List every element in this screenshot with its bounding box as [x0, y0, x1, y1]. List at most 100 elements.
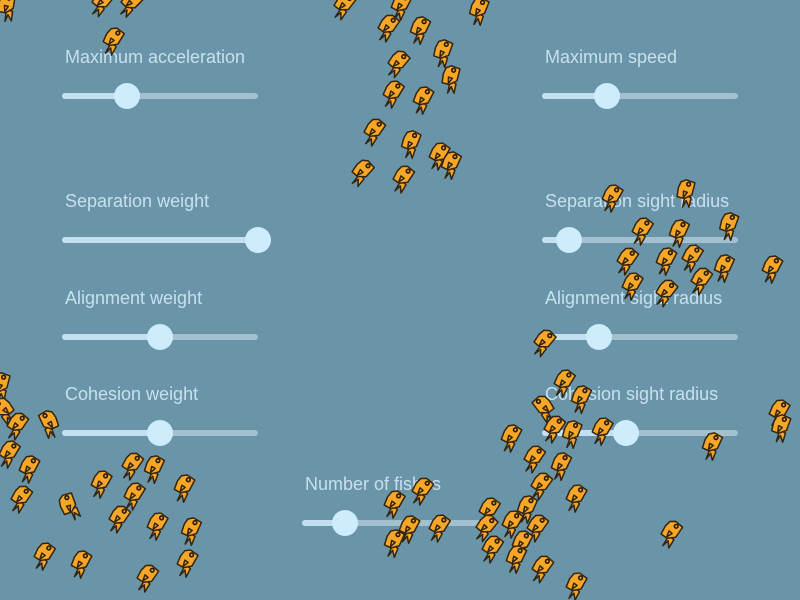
cohesion-weight-slider[interactable] [62, 420, 258, 446]
slider-track[interactable] [542, 430, 738, 436]
slider-fill [62, 93, 127, 99]
fish-sprite [494, 504, 532, 542]
slider-thumb[interactable] [113, 83, 140, 109]
separation-weight-slider[interactable] [62, 227, 271, 253]
fish-sprite [0, 393, 20, 428]
maximum-speed-slider[interactable] [542, 83, 738, 109]
maximum-acceleration-slider[interactable] [62, 83, 258, 109]
fish-sprite [705, 247, 745, 287]
fish-sprite [492, 417, 531, 456]
slider-thumb[interactable] [332, 510, 359, 536]
fish-sprite [130, 559, 167, 596]
slider-fill [542, 334, 599, 340]
fish-sprite [135, 448, 175, 488]
fish-sprite [102, 500, 139, 537]
fish-sprite [375, 74, 413, 112]
fish-sprite [558, 566, 596, 600]
fish-sprite [86, 0, 121, 19]
fish-sprite [424, 32, 465, 73]
fish-sprite [762, 407, 800, 448]
fish-sprite [761, 393, 799, 431]
slider-fill [62, 237, 258, 243]
fish-sprite [51, 486, 89, 524]
control-separation-sight-radius: Separation sight radius [542, 190, 738, 253]
slider-track[interactable] [62, 93, 258, 99]
fish-sprite [421, 136, 459, 174]
fish-sprite [404, 79, 443, 118]
slider-fill [302, 520, 346, 526]
fish-sprite [83, 464, 121, 502]
cohesion-weight-label: Cohesion weight [65, 384, 199, 404]
slider-thumb[interactable] [593, 83, 620, 109]
fish-sprite [0, 434, 29, 472]
control-maximum-acceleration: Maximum acceleration [62, 46, 258, 109]
separation-sight-radius-slider[interactable] [542, 227, 738, 253]
maximum-acceleration-label: Maximum acceleration [65, 47, 246, 67]
control-separation-weight: Separation weight [62, 190, 271, 253]
control-alignment-weight: Alignment weight [62, 287, 258, 350]
slider-track[interactable] [542, 334, 738, 340]
alignment-sight-radius-label: Alignment sight radius [545, 288, 723, 308]
slider-thumb[interactable] [585, 324, 612, 350]
fish-sprite [26, 536, 64, 574]
fish-sprite [401, 9, 441, 49]
cohesion-sight-radius-slider[interactable] [542, 420, 738, 446]
separation-weight-label: Separation weight [65, 191, 210, 211]
slider-thumb[interactable] [556, 227, 583, 253]
control-cohesion-weight: Cohesion weight [62, 383, 258, 446]
alignment-weight-label: Alignment weight [65, 288, 203, 308]
control-maximum-speed: Maximum speed [542, 46, 738, 109]
number-of-fishes-slider[interactable] [302, 510, 498, 536]
fish-sprite [524, 467, 560, 503]
fish-sprite [10, 448, 49, 487]
fish-sprite [62, 543, 101, 582]
fish-sprite [382, 0, 421, 25]
slider-fill [62, 430, 160, 436]
fish-sprite [357, 113, 394, 150]
fish-sprite [432, 144, 472, 184]
fish-sprite [116, 0, 149, 19]
fish-sprite [520, 509, 557, 546]
fish-sprite [542, 445, 582, 485]
fish-sprite [0, 364, 23, 406]
control-cohesion-sight-radius: Cohesion sight radius [542, 383, 738, 446]
alignment-weight-slider[interactable] [62, 324, 258, 350]
fish-sprite [346, 155, 380, 189]
fish-sprite [431, 57, 473, 99]
control-number-of-fishes: Number of fishes [302, 473, 498, 536]
fish-sprite [165, 467, 204, 506]
slider-track[interactable] [62, 237, 258, 243]
slider-thumb[interactable] [245, 227, 271, 253]
fish-sprite [508, 488, 548, 528]
fish-sprite [654, 515, 691, 552]
slider-track[interactable] [542, 93, 738, 99]
fish-sprite [460, 0, 501, 30]
alignment-sight-radius-slider[interactable] [542, 324, 738, 350]
fish-sprite [382, 46, 417, 81]
slider-fill [62, 334, 160, 340]
slider-thumb[interactable] [147, 324, 173, 350]
fish-sprite [392, 123, 433, 164]
fish-sprite [139, 506, 177, 544]
slider-thumb[interactable] [147, 420, 173, 446]
fish-sprite [327, 0, 363, 23]
slider-fill [542, 93, 607, 99]
fish-sprite [753, 248, 792, 287]
fish-sprite [0, 407, 36, 444]
separation-sight-radius-label: Separation sight radius [545, 191, 730, 211]
fish-sprite [172, 510, 212, 550]
number-of-fishes-label: Number of fishes [305, 474, 442, 494]
fish-sprite [558, 478, 596, 516]
fish-sprite [371, 9, 408, 46]
fish-sprite [115, 447, 152, 484]
fish-sprite [503, 523, 542, 562]
control-alignment-sight-radius: Alignment sight radius [542, 287, 738, 350]
cohesion-sight-radius-label: Cohesion sight radius [545, 384, 719, 404]
slider-thumb[interactable] [613, 420, 640, 446]
slider-fill [542, 237, 570, 243]
fish-sprite [525, 550, 561, 586]
fish-sprite [169, 543, 207, 581]
fish-sprite [385, 159, 422, 196]
fish-sprite [0, 0, 29, 27]
